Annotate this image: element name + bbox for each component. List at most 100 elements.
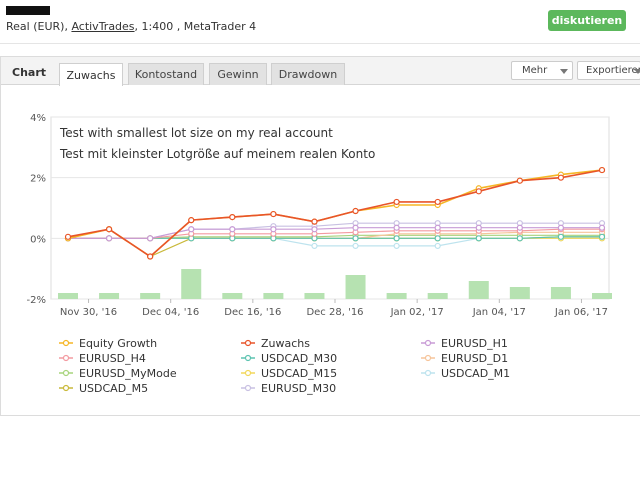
account-header: Real (EUR), ActivTrades, 1:400 , MetaTra… (0, 0, 640, 44)
series-line (67, 169, 603, 258)
series-point (270, 210, 277, 218)
series-point (393, 242, 400, 250)
legend-marker (62, 354, 70, 362)
legend-marker (424, 354, 432, 362)
series-line (68, 236, 602, 239)
account-name-redacted (6, 6, 50, 15)
growth-chart: 4% 2% 0% -2% Nov 30, '16 Dec 04, '16 Dec 16, '… (1, 85, 640, 417)
volume-bar (58, 293, 78, 299)
volume-bar (592, 293, 612, 299)
series-point (147, 235, 154, 242)
legend-marker (62, 369, 70, 377)
more-dropdown[interactable]: Mehr (511, 61, 573, 80)
x-tick-label: Jan 04, '17 (472, 307, 526, 318)
legend-label: EURUSD_H4 (79, 352, 146, 365)
plot-frame (50, 116, 610, 300)
legend-label: USDCAD_M5 (79, 382, 148, 395)
x-tick-label: Dec 28, '16 (306, 307, 363, 318)
volume-bar (181, 269, 202, 299)
export-dropdown[interactable]: Exportieren (577, 61, 640, 80)
discuss-button[interactable]: diskutieren (548, 10, 626, 31)
series-line (68, 227, 602, 239)
x-tick-label: Jan 02, '17 (390, 307, 444, 318)
x-tick-label: Jan 06, '17 (554, 307, 608, 318)
series-point (188, 217, 195, 224)
legend-label: EURUSD_M30 (261, 382, 336, 395)
series-point (516, 224, 523, 231)
series-point (434, 235, 441, 242)
series-point (393, 198, 400, 206)
series-point (598, 224, 606, 231)
series-point (516, 235, 523, 242)
legend-marker (244, 369, 252, 377)
account-info: Real (EUR), ActivTrades, 1:400 , MetaTra… (6, 20, 256, 33)
legend-label: USDCAD_M1 (441, 367, 510, 380)
volume-bar (263, 293, 284, 299)
series-point (352, 242, 359, 250)
volume-bar (304, 293, 325, 299)
y-tick-label: 4% (30, 113, 46, 124)
legend-marker (244, 339, 252, 347)
broker-link[interactable]: ActivTrades (71, 20, 135, 33)
chart-panel: Chart Zuwachs Kontostand Gewinn Drawdown… (0, 56, 640, 416)
volume-bar (468, 281, 489, 299)
series-point (434, 242, 441, 250)
account-type: Real (EUR), (6, 20, 72, 33)
y-tick-label: 2% (30, 174, 46, 185)
chevron-down-icon (634, 69, 640, 74)
series-point (105, 235, 113, 242)
more-label: Mehr (522, 65, 548, 76)
legend-label: EURUSD_D1 (441, 352, 508, 365)
series-point (516, 177, 523, 184)
series-point (188, 226, 195, 233)
chart-annotation: Test mit kleinster Lotgröße auf meinem r… (59, 147, 375, 161)
legend-marker (424, 339, 432, 347)
series-point (270, 226, 277, 233)
series-point (598, 166, 606, 174)
series-point (352, 235, 359, 242)
series-point (229, 226, 236, 233)
legend-marker (62, 384, 70, 392)
export-label: Exportieren (586, 65, 640, 76)
y-tick-label: 0% (30, 234, 46, 245)
series-point (64, 233, 72, 240)
legend-label: Zuwachs (261, 337, 310, 350)
x-tick-label: Dec 04, '16 (142, 307, 199, 318)
growth-chart-svg: 4% 2% 0% -2% Nov 30, '16 Dec 04, '16 Dec 16, '… (27, 113, 612, 395)
volume-bar (427, 293, 448, 299)
series-line (67, 169, 603, 258)
volume-bar (550, 287, 571, 299)
tab-zuwachs[interactable]: Zuwachs (59, 63, 123, 86)
series-point (475, 188, 482, 195)
series-point (229, 214, 236, 221)
volume-bar (99, 293, 120, 299)
x-tick-label: Nov 30, '16 (60, 307, 117, 318)
legend-label: USDCAD_M15 (261, 367, 337, 380)
chevron-down-icon (560, 69, 568, 74)
volume-bar (140, 293, 161, 299)
legend-label: Equity Growth (79, 337, 157, 350)
chart-tabbar: Chart Zuwachs Kontostand Gewinn Drawdown… (1, 57, 640, 86)
tab-gewinn[interactable]: Gewinn (209, 63, 267, 85)
series-point (557, 224, 565, 231)
volume-bar (222, 293, 243, 299)
series-point (352, 224, 359, 231)
series-point (147, 253, 154, 260)
chart-annotation: Test with smallest lot size on my real a… (59, 126, 333, 140)
series-point (105, 226, 113, 233)
tab-drawdown[interactable]: Drawdown (271, 63, 345, 85)
legend-marker (244, 354, 252, 362)
volume-bar (386, 293, 407, 299)
series-point (434, 198, 441, 206)
series-line (68, 228, 602, 239)
leverage-platform: , 1:400 , MetaTrader 4 (134, 20, 257, 33)
tab-kontostand[interactable]: Kontostand (128, 63, 204, 85)
chart-heading: Chart (12, 66, 47, 79)
legend-marker (62, 339, 70, 347)
volume-bar (509, 287, 530, 299)
series-point (393, 224, 400, 231)
series-point (311, 218, 318, 225)
legend-label: EURUSD_MyMode (79, 367, 177, 380)
series-point (475, 224, 482, 231)
x-tick-label: Dec 16, '16 (224, 307, 281, 318)
